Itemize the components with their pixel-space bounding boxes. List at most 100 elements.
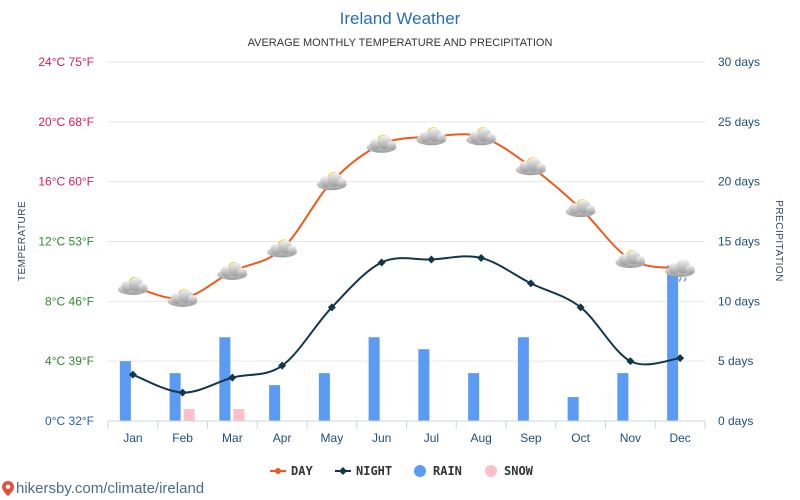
x-tick-label: Jul [424, 431, 439, 445]
snow-bar [233, 409, 245, 421]
x-tick-label: Apr [273, 431, 292, 445]
y-left-tick-label: 12°C 53°F [38, 235, 94, 249]
cloud-shape [416, 127, 447, 146]
watermark-text: hikersby.com/climate/ireland [16, 480, 205, 497]
day-temperature-line [132, 133, 681, 300]
x-tick-label: Dec [669, 431, 690, 445]
legend-marker [339, 467, 347, 475]
x-tick-label: Jun [372, 431, 391, 445]
partly-cloudy-icon [466, 127, 497, 146]
rain-bar [368, 337, 380, 421]
watermark[interactable]: hikersby.com/climate/ireland [2, 480, 204, 497]
y-left-tick-label: 8°C 46°F [45, 294, 94, 308]
cloud-shape [565, 199, 596, 218]
night-point [327, 303, 336, 312]
night-point [576, 303, 585, 312]
night-temperature-line [132, 255, 681, 394]
night-point [278, 361, 287, 370]
partly-cloudy-icon [366, 134, 397, 153]
night-point [377, 258, 386, 267]
night-point [626, 357, 635, 366]
rain-drop [683, 277, 687, 282]
partly-cloudy-icon [565, 199, 596, 218]
legend-item[interactable]: DAY [270, 464, 313, 478]
legend-item[interactable]: RAIN [414, 464, 462, 478]
x-tick-label: Sep [520, 431, 542, 445]
y-right-tick-label: 30 days [718, 55, 760, 69]
legend-marker [275, 468, 281, 474]
rain-drop [678, 277, 682, 282]
grid-lines [108, 61, 705, 362]
rain-cloud-icon [665, 259, 696, 282]
x-tick-label: Oct [571, 431, 590, 445]
y-right-tick-label: 20 days [718, 175, 760, 189]
partly-cloudy-icon [515, 157, 546, 176]
cloud-shape [267, 239, 298, 258]
rain-bar [269, 385, 281, 421]
cloud-shape [217, 262, 248, 280]
y-right-tick-label: 25 days [718, 115, 760, 129]
night-point [427, 255, 436, 264]
partly-cloudy-icon [117, 276, 148, 295]
legend-item[interactable]: NIGHT [335, 464, 392, 478]
cloud-shape [316, 172, 347, 191]
night-point [178, 388, 187, 397]
snow-bar [183, 409, 195, 421]
x-tick-label: May [321, 431, 344, 445]
partly-cloudy-icon [416, 127, 447, 146]
y-axis-right-title: PRECIPITATION [773, 200, 784, 282]
x-tick-label: Jan [123, 431, 142, 445]
cloud-shape [665, 259, 696, 277]
rain-bar [318, 373, 330, 421]
cloud-shape [466, 127, 497, 146]
legend-dot-symbol [414, 465, 426, 477]
partly-cloudy-icon [167, 288, 198, 307]
rain-bar [567, 397, 579, 421]
chart-subtitle: AVERAGE MONTHLY TEMPERATURE AND PRECIPIT… [248, 37, 553, 49]
rain-bar [468, 373, 480, 421]
x-tick-label: Aug [470, 431, 491, 445]
legend-label: DAY [291, 464, 313, 478]
y-right-tick-label: 10 days [718, 294, 760, 308]
location-pin-icon [2, 481, 14, 496]
rain-bar [169, 373, 181, 421]
y-left-tick-label: 16°C 60°F [38, 175, 94, 189]
night-point [228, 373, 237, 382]
rain-bar [517, 337, 529, 421]
partly-cloudy-icon [267, 239, 298, 258]
legend-item[interactable]: SNOW [485, 464, 534, 478]
y-left-tick-label: 24°C 75°F [38, 55, 94, 69]
partly-cloudy-icon [316, 172, 347, 191]
partly-cloudy-icon [217, 261, 248, 280]
x-tick-label: Nov [620, 431, 641, 445]
y-left-tick-label: 4°C 39°F [45, 354, 94, 368]
y-axis-left-title: TEMPERATURE [17, 201, 28, 281]
chart-title: Ireland Weather [340, 9, 461, 28]
rain-bar [418, 349, 430, 421]
y-axis-left: 0°C 32°F 4°C 39°F 8°C 46°F 12°C 53°F 16°C 60… [38, 55, 94, 428]
temperature-lines [128, 133, 685, 397]
y-right-tick-label: 5 days [718, 354, 753, 368]
legend-label: RAIN [433, 464, 462, 478]
rain-bar [667, 265, 679, 421]
y-left-tick-label: 0°C 32°F [45, 414, 94, 428]
cloud-shape [167, 289, 198, 307]
partly-cloudy-icon [615, 249, 646, 268]
y-right-tick-label: 15 days [718, 235, 760, 249]
night-point [477, 253, 486, 262]
rain-bar [119, 361, 131, 421]
weather-icons [117, 127, 696, 307]
cloud-shape [117, 277, 148, 295]
cloud-shape [615, 250, 646, 268]
cloud-shape [366, 135, 397, 153]
y-left-tick-label: 20°C 68°F [38, 115, 94, 129]
x-axis: Jan Feb Mar Apr May Jun Jul Aug Sep Oct Nov Dec [107, 420, 706, 445]
legend-label: SNOW [504, 464, 534, 478]
legend-dot-symbol [485, 465, 497, 477]
y-axis-right: 0 days 5 days 10 days 15 days 20 days 25 days… [718, 55, 760, 428]
night-point [128, 370, 137, 379]
x-tick-label: Feb [172, 431, 193, 445]
legend: DAY NIGHT RAIN SNOW [270, 464, 534, 478]
rain-bar [617, 373, 629, 421]
